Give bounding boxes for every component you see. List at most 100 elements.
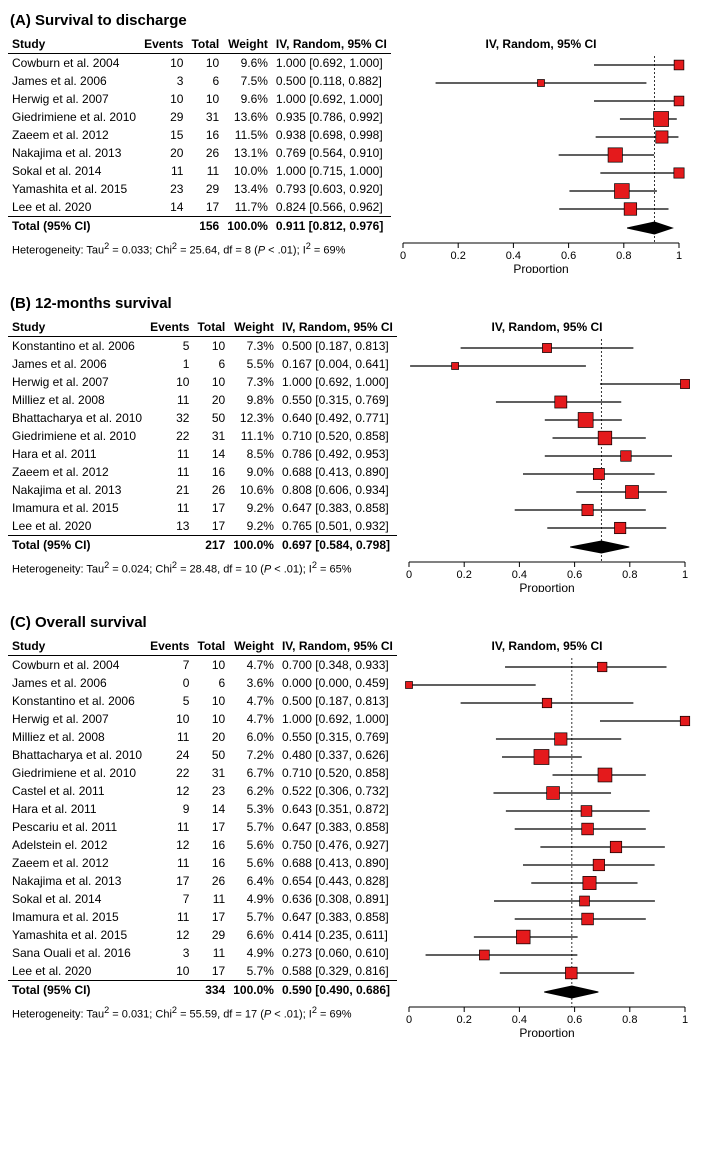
events: 29 [140, 108, 187, 126]
weight: 5.7% [229, 962, 278, 981]
events: 11 [146, 728, 193, 746]
study-name: Herwig et al. 2007 [8, 710, 146, 728]
table-row: Giedrimiene et al. 2010223111.1%0.710 [0… [8, 427, 397, 445]
study-name: James et al. 2006 [8, 674, 146, 692]
events: 11 [146, 908, 193, 926]
x-axis-label: Proportion [519, 1026, 574, 1037]
point-marker [656, 131, 668, 143]
weight: 7.5% [223, 72, 272, 90]
weight: 13.6% [223, 108, 272, 126]
table-row: Konstantino et al. 20065107.3%0.500 [0.1… [8, 337, 397, 355]
table-row: Hara et al. 201111148.5%0.786 [0.492, 0.… [8, 445, 397, 463]
point-marker [593, 859, 604, 870]
weight: 9.8% [229, 391, 278, 409]
table-row: Nakajima et al. 2013212610.6%0.808 [0.60… [8, 481, 397, 499]
total: 11 [187, 162, 223, 180]
ci-text: 0.647 [0.383, 0.858] [278, 818, 397, 836]
total: 50 [193, 746, 229, 764]
ci-text: 1.000 [0.692, 1.000] [272, 90, 391, 108]
total: 23 [193, 782, 229, 800]
col-weight: Weight [229, 637, 278, 656]
ci-text: 0.769 [0.564, 0.910] [272, 144, 391, 162]
x-tick-label: 0.6 [567, 569, 582, 581]
study-name: Zaeem et al. 2012 [8, 463, 146, 481]
point-marker [581, 806, 592, 817]
ci-text: 0.710 [0.520, 0.858] [278, 427, 397, 445]
study-name: Yamashita et al. 2015 [8, 926, 146, 944]
point-marker [537, 80, 544, 87]
total: 16 [193, 854, 229, 872]
weight: 5.6% [229, 854, 278, 872]
x-tick-label: 0.4 [512, 1014, 527, 1026]
ci-text: 0.414 [0.235, 0.611] [278, 926, 397, 944]
events: 20 [140, 144, 187, 162]
study-name: Imamura et al. 2015 [8, 908, 146, 926]
total: 16 [193, 463, 229, 481]
total-weight: 100.0% [229, 981, 278, 999]
events: 5 [146, 692, 193, 710]
study-name: Hara et al. 2011 [8, 800, 146, 818]
weight: 7.3% [229, 337, 278, 355]
events: 12 [146, 926, 193, 944]
events: 10 [140, 90, 187, 108]
weight: 12.3% [229, 409, 278, 427]
events: 10 [140, 54, 187, 72]
total: 10 [187, 90, 223, 108]
study-name: Nakajima et al. 2013 [8, 481, 146, 499]
weight: 13.4% [223, 180, 272, 198]
total: 10 [193, 656, 229, 674]
total-n: 156 [187, 217, 223, 235]
events: 22 [146, 764, 193, 782]
table-row: Zaeem et al. 2012151611.5%0.938 [0.698, … [8, 126, 391, 144]
point-marker [405, 682, 412, 689]
weight: 11.7% [223, 198, 272, 217]
x-tick-label: 0 [406, 1014, 412, 1026]
forest-plot: IV, Random, 95% CI00.20.40.60.81Proporti… [397, 637, 697, 1037]
total-label: Total (95% CI) [8, 536, 146, 554]
total: 10 [193, 710, 229, 728]
weight: 9.6% [223, 90, 272, 108]
total-ci: 0.911 [0.812, 0.976] [272, 217, 391, 235]
x-tick-label: 0 [400, 250, 406, 262]
ci-text: 0.500 [0.118, 0.882] [272, 72, 391, 90]
ci-text: 0.710 [0.520, 0.858] [278, 764, 397, 782]
events: 12 [146, 836, 193, 854]
point-marker [516, 930, 530, 944]
total: 17 [187, 198, 223, 217]
col-total: Total [193, 318, 229, 337]
total: 31 [193, 764, 229, 782]
heterogeneity: Heterogeneity: Tau2 = 0.031; Chi2 = 55.5… [8, 999, 397, 1024]
table-row: Adelstein el. 201212165.6%0.750 [0.476, … [8, 836, 397, 854]
table-row: Pescariu et al. 201111175.7%0.647 [0.383… [8, 818, 397, 836]
study-name: Yamashita et al. 2015 [8, 180, 140, 198]
table-row: Cowburn et al. 20047104.7%0.700 [0.348, … [8, 656, 397, 674]
ci-text: 0.700 [0.348, 0.933] [278, 656, 397, 674]
events: 9 [146, 800, 193, 818]
events: 15 [140, 126, 187, 144]
ci-text: 0.550 [0.315, 0.769] [278, 391, 397, 409]
panel-title: (B) 12-months survival [10, 295, 701, 312]
total: 11 [193, 890, 229, 908]
ci-text: 0.647 [0.383, 0.858] [278, 499, 397, 517]
weight: 9.2% [229, 517, 278, 536]
events: 7 [146, 656, 193, 674]
point-marker [534, 750, 549, 765]
point-marker [547, 787, 560, 800]
total: 29 [193, 926, 229, 944]
events: 11 [146, 391, 193, 409]
forest-panel-B: (B) 12-months survivalStudyEventsTotalWe… [8, 295, 701, 592]
table-row: Nakajima et al. 201317266.4%0.654 [0.443… [8, 872, 397, 890]
total-weight: 100.0% [229, 536, 278, 554]
point-marker [621, 451, 632, 462]
point-marker [597, 662, 606, 671]
total: 31 [193, 427, 229, 445]
panel-title: (A) Survival to discharge [10, 12, 701, 29]
table-row: Castel et al. 201112236.2%0.522 [0.306, … [8, 782, 397, 800]
ci-text: 0.938 [0.698, 0.998] [272, 126, 391, 144]
table-row: Konstantino et al. 20065104.7%0.500 [0.1… [8, 692, 397, 710]
events: 7 [146, 890, 193, 908]
table-row: Milliez et al. 200811206.0%0.550 [0.315,… [8, 728, 397, 746]
total: 17 [193, 517, 229, 536]
ci-text: 1.000 [0.692, 1.000] [278, 710, 397, 728]
plot-header: IV, Random, 95% CI [491, 639, 602, 653]
